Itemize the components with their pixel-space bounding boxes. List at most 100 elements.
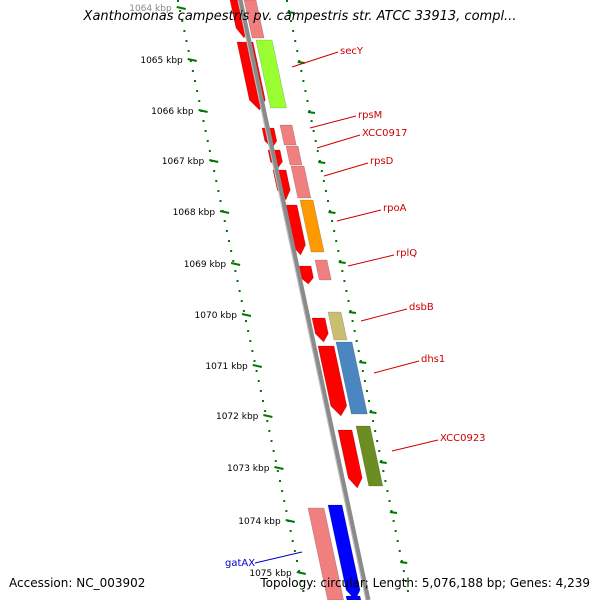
ruler-dot <box>251 350 254 352</box>
track-dot <box>384 480 387 482</box>
gene-leader-line <box>373 360 420 374</box>
ruler-dot <box>281 490 284 492</box>
ruler-tick-label: 1065 kbp <box>140 56 183 66</box>
ruler-dot <box>257 380 260 382</box>
ruler-major-tick <box>208 159 219 163</box>
ruler-dot <box>274 460 277 462</box>
ruler-tick-label: 1071 kbp <box>205 362 248 372</box>
track-dot <box>294 40 297 42</box>
feature-red <box>338 430 363 488</box>
feature-red-outline <box>261 127 278 149</box>
ruler-dot <box>291 540 294 542</box>
track-dot <box>355 340 358 342</box>
ruler-dot <box>240 300 243 302</box>
ruler-dot <box>245 320 247 322</box>
ruler-dot <box>255 370 258 372</box>
track-major-tick <box>287 11 295 14</box>
gene-label[interactable]: XCC0917 <box>362 128 408 139</box>
track-dot <box>353 330 356 332</box>
gene-label[interactable]: dhs1 <box>421 354 445 365</box>
ruler-dot <box>223 220 226 222</box>
ruler-major-tick <box>263 414 273 418</box>
track-dot <box>402 570 405 572</box>
track-dot <box>374 430 377 432</box>
gene-label[interactable]: rpsM <box>358 110 382 121</box>
feature-pink <box>315 260 332 280</box>
gene-label[interactable]: dsbB <box>409 302 434 313</box>
ruler-major-tick <box>285 519 295 523</box>
ruler-tick-label: 1075 kbp <box>249 569 292 579</box>
ruler-dot <box>191 70 194 72</box>
ruler-dot <box>194 80 196 82</box>
ruler-dot <box>198 100 201 102</box>
track-dot <box>288 10 291 12</box>
track-major-tick <box>318 161 326 164</box>
track-major-tick <box>348 311 357 314</box>
ruler-dot <box>219 200 222 202</box>
feature-pink <box>280 125 297 145</box>
track-dot <box>376 440 379 442</box>
track-dot <box>333 230 336 232</box>
gene-label[interactable]: rpsD <box>370 156 394 167</box>
feature-khaki <box>328 312 347 340</box>
ruler-dot <box>230 250 233 252</box>
feature-olive-outline <box>355 425 384 487</box>
ruler-dot <box>189 60 192 62</box>
track-dot <box>378 450 381 452</box>
track-dot <box>368 400 370 402</box>
track-dot <box>314 140 317 142</box>
track-dot <box>292 30 295 32</box>
ruler-dot <box>215 180 218 182</box>
ruler-major-tick <box>219 210 230 214</box>
ruler-major-tick <box>252 364 262 368</box>
track-dot <box>335 240 338 242</box>
track-dot <box>327 200 329 202</box>
ruler-dot <box>217 190 220 192</box>
track-major-tick <box>307 111 316 114</box>
ruler-dot <box>177 0 179 2</box>
gene-leader-line <box>323 162 369 177</box>
genome-backbone <box>237 0 371 600</box>
gene-label[interactable]: rplQ <box>396 248 417 259</box>
track-dot <box>349 310 352 312</box>
feature-blue-outline <box>327 504 361 600</box>
tick-ruler: 1064 kbp 1065 kbp 1066 kbp 1067 kbp 1068 kbp… <box>129 0 306 592</box>
track-dot <box>359 360 362 362</box>
ruler-dot <box>270 440 273 442</box>
ruler-dot <box>202 120 205 122</box>
ruler-dot <box>283 500 286 502</box>
ruler-tick-label: 1074 kbp <box>238 517 281 527</box>
gene-leader-line <box>254 551 303 564</box>
track-dot <box>390 510 393 512</box>
ruler-dot <box>259 390 262 392</box>
ruler-dot <box>264 410 267 412</box>
ruler-dot <box>276 470 279 472</box>
track-dot <box>382 470 385 472</box>
track-dot <box>296 50 299 52</box>
ruler-dot <box>298 570 301 572</box>
gene-label[interactable]: rpoA <box>383 203 407 214</box>
ruler-major-tick <box>198 109 208 113</box>
gene-label[interactable]: secY <box>340 46 364 57</box>
track-dot <box>331 220 334 222</box>
track-dot <box>392 520 395 522</box>
track-dot <box>380 460 383 462</box>
track-dot <box>361 370 364 372</box>
feature-green-outline <box>255 39 287 109</box>
ruler-dot <box>247 330 250 332</box>
ruler-dot <box>208 150 211 152</box>
ruler-dot <box>253 360 256 362</box>
ruler-dot <box>302 590 305 592</box>
gene-leader-line <box>347 254 395 267</box>
gene-label[interactable]: gatAX <box>225 558 255 569</box>
track-dot <box>394 530 397 532</box>
track-dot <box>302 80 305 82</box>
feature-pink-outline <box>307 507 344 600</box>
track-dot <box>312 130 315 132</box>
track-dot <box>322 180 325 182</box>
ruler-tick-label: 1064 kbp <box>129 4 172 14</box>
gene-leader-line <box>336 209 382 222</box>
feature-pink <box>308 508 344 600</box>
gene-label[interactable]: XCC0923 <box>440 433 486 444</box>
